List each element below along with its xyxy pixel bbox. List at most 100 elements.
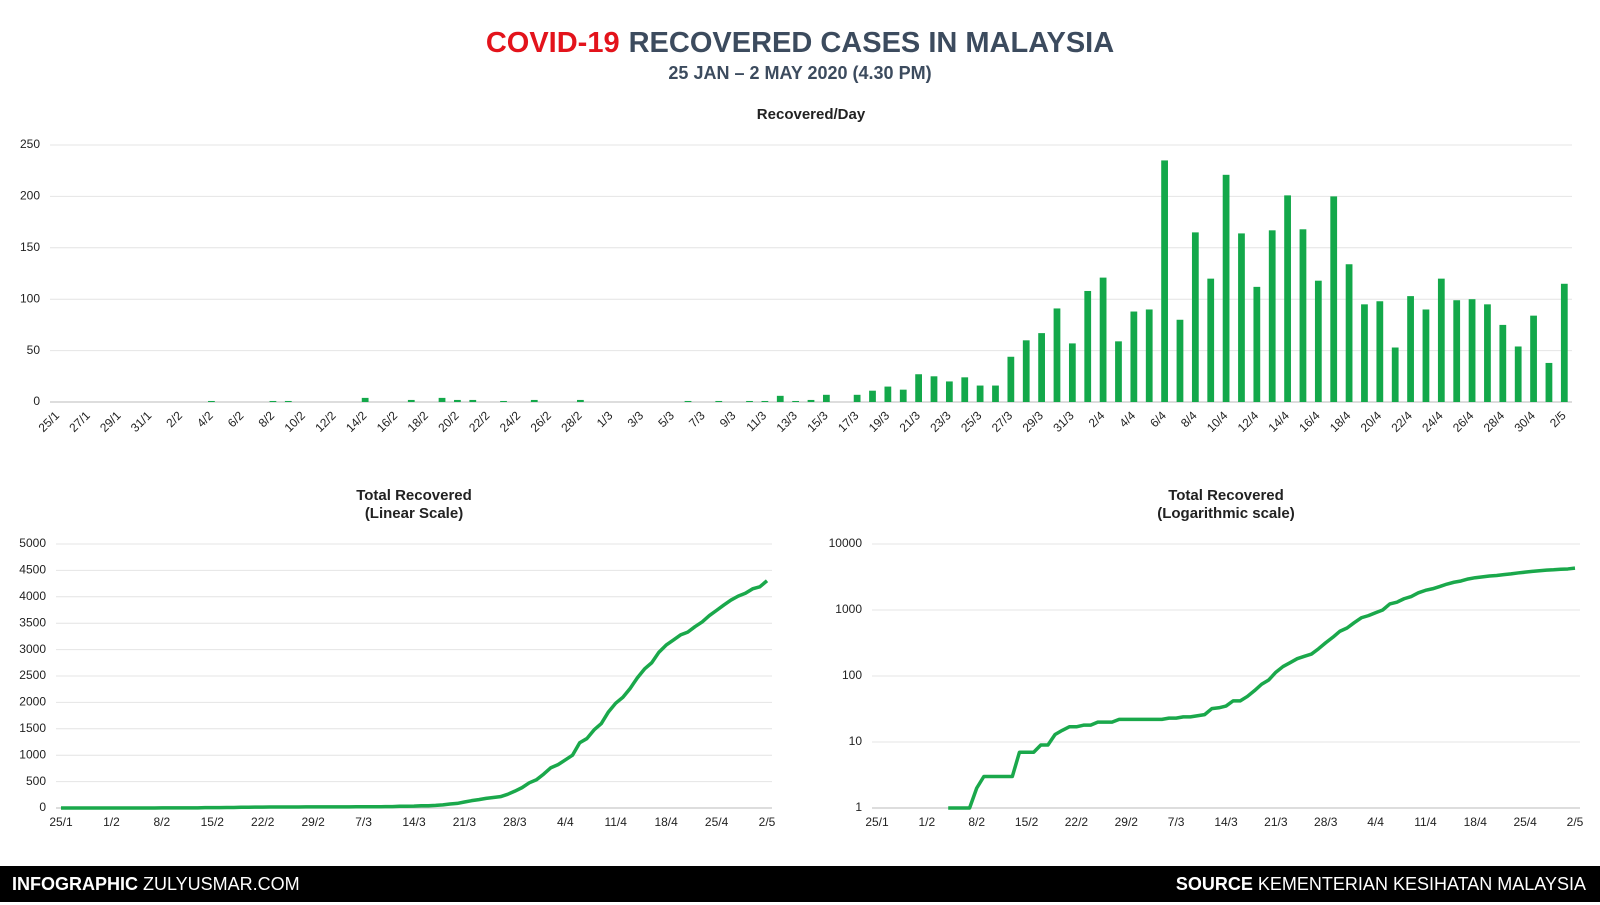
x-tick-label: 18/4 [654, 815, 678, 829]
bar [1545, 362, 1553, 402]
x-tick-label: 14/3 [402, 815, 426, 829]
x-tick-label: 11/4 [604, 815, 627, 829]
bar [284, 400, 292, 402]
bar [1361, 304, 1368, 402]
footer-right: SOURCE KEMENTERIAN KESIHATAN MALAYSIA [1176, 874, 1586, 894]
bar [1222, 174, 1230, 402]
footer-left-label: INFOGRAPHIC [12, 874, 138, 894]
x-tick-label: 1/2 [103, 815, 120, 829]
bar [1422, 309, 1430, 402]
bar [1514, 346, 1522, 402]
bar [1053, 308, 1061, 402]
chart-title: Total Recovered [1168, 487, 1284, 504]
x-tick-label: 25/1 [49, 815, 73, 829]
x-tick-label: 21/3 [453, 815, 477, 829]
footer-left-text: ZULYUSMAR.COM [143, 874, 300, 894]
bar [1376, 301, 1384, 402]
bar [776, 395, 784, 402]
y-tick-label: 100 [20, 291, 40, 305]
bar [1330, 196, 1338, 402]
y-tick-label: 1000 [835, 602, 862, 616]
bar [1468, 299, 1476, 402]
x-tick-label: 2/5 [1567, 815, 1584, 829]
x-tick-label: 8/2 [154, 815, 171, 829]
bar [469, 399, 477, 402]
bar [930, 376, 938, 402]
bar [853, 394, 861, 402]
x-tick-label: 25/4 [705, 815, 729, 829]
x-tick-label: 14/3 [1214, 815, 1238, 829]
bar [1115, 341, 1122, 402]
y-tick-label: 5000 [19, 536, 46, 550]
bar [807, 399, 815, 402]
bar [792, 400, 800, 402]
bar [761, 400, 769, 402]
x-tick-label: 29/2 [1115, 815, 1139, 829]
bar [961, 377, 969, 402]
bar [899, 389, 907, 402]
bar [945, 381, 953, 402]
bar [1453, 300, 1461, 402]
bar [884, 386, 892, 402]
bar [715, 400, 723, 402]
bar [438, 397, 446, 402]
bar [1253, 286, 1261, 402]
page-title: COVID-19 RECOVERED CASES IN MALAYSIA [486, 27, 1114, 59]
bar [500, 400, 507, 402]
x-tick-label: 7/3 [355, 815, 372, 829]
x-tick-label: 4/4 [557, 815, 574, 829]
bar [530, 399, 538, 402]
bar [577, 399, 584, 402]
x-tick-label: 4/4 [1367, 815, 1384, 829]
x-tick-label: 11/4 [1414, 815, 1437, 829]
bar [361, 397, 369, 402]
x-tick-label: 22/2 [251, 815, 275, 829]
footer-left: INFOGRAPHIC ZULYUSMAR.COM [12, 874, 300, 894]
x-tick-label: 28/3 [1314, 815, 1338, 829]
bar [269, 400, 277, 402]
y-tick-label: 1 [855, 800, 862, 814]
x-tick-label: 1/2 [919, 815, 936, 829]
bar [746, 400, 753, 402]
bar [1007, 356, 1015, 402]
chart-title: Recovered/Day [757, 106, 866, 123]
y-tick-label: 4500 [19, 563, 46, 577]
x-tick-label: 8/2 [968, 815, 985, 829]
bar [1161, 160, 1168, 402]
y-tick-label: 2500 [19, 668, 46, 682]
bar [1145, 309, 1153, 402]
x-tick-label: 28/3 [503, 815, 527, 829]
chart-title: Total Recovered [356, 487, 472, 504]
bar [1299, 229, 1307, 402]
x-tick-label: 22/2 [1065, 815, 1089, 829]
x-tick-label: 18/4 [1464, 815, 1488, 829]
bar [1314, 280, 1322, 402]
footer-bar [0, 866, 1600, 902]
y-tick-label: 250 [20, 137, 40, 151]
bar [1407, 296, 1414, 402]
bar [1391, 347, 1399, 402]
bar [1022, 340, 1030, 402]
bar [1437, 278, 1445, 402]
chart-subtitle: (Linear Scale) [365, 505, 463, 522]
y-tick-label: 3500 [19, 615, 46, 629]
bar [992, 385, 999, 402]
bar [915, 374, 922, 402]
y-tick-label: 0 [33, 394, 40, 408]
bar [869, 390, 876, 402]
bar [822, 394, 830, 402]
y-tick-label: 10 [849, 734, 863, 748]
bar [1068, 343, 1076, 402]
footer-right-label: SOURCE [1176, 874, 1253, 894]
line [948, 566, 1576, 810]
bar [1484, 304, 1491, 402]
bar [684, 400, 692, 402]
y-tick-label: 1500 [19, 721, 46, 735]
bar [1345, 264, 1353, 402]
x-tick-label: 7/3 [1168, 815, 1185, 829]
y-tick-label: 200 [20, 189, 40, 203]
bar [208, 400, 215, 402]
bar [1176, 319, 1184, 402]
